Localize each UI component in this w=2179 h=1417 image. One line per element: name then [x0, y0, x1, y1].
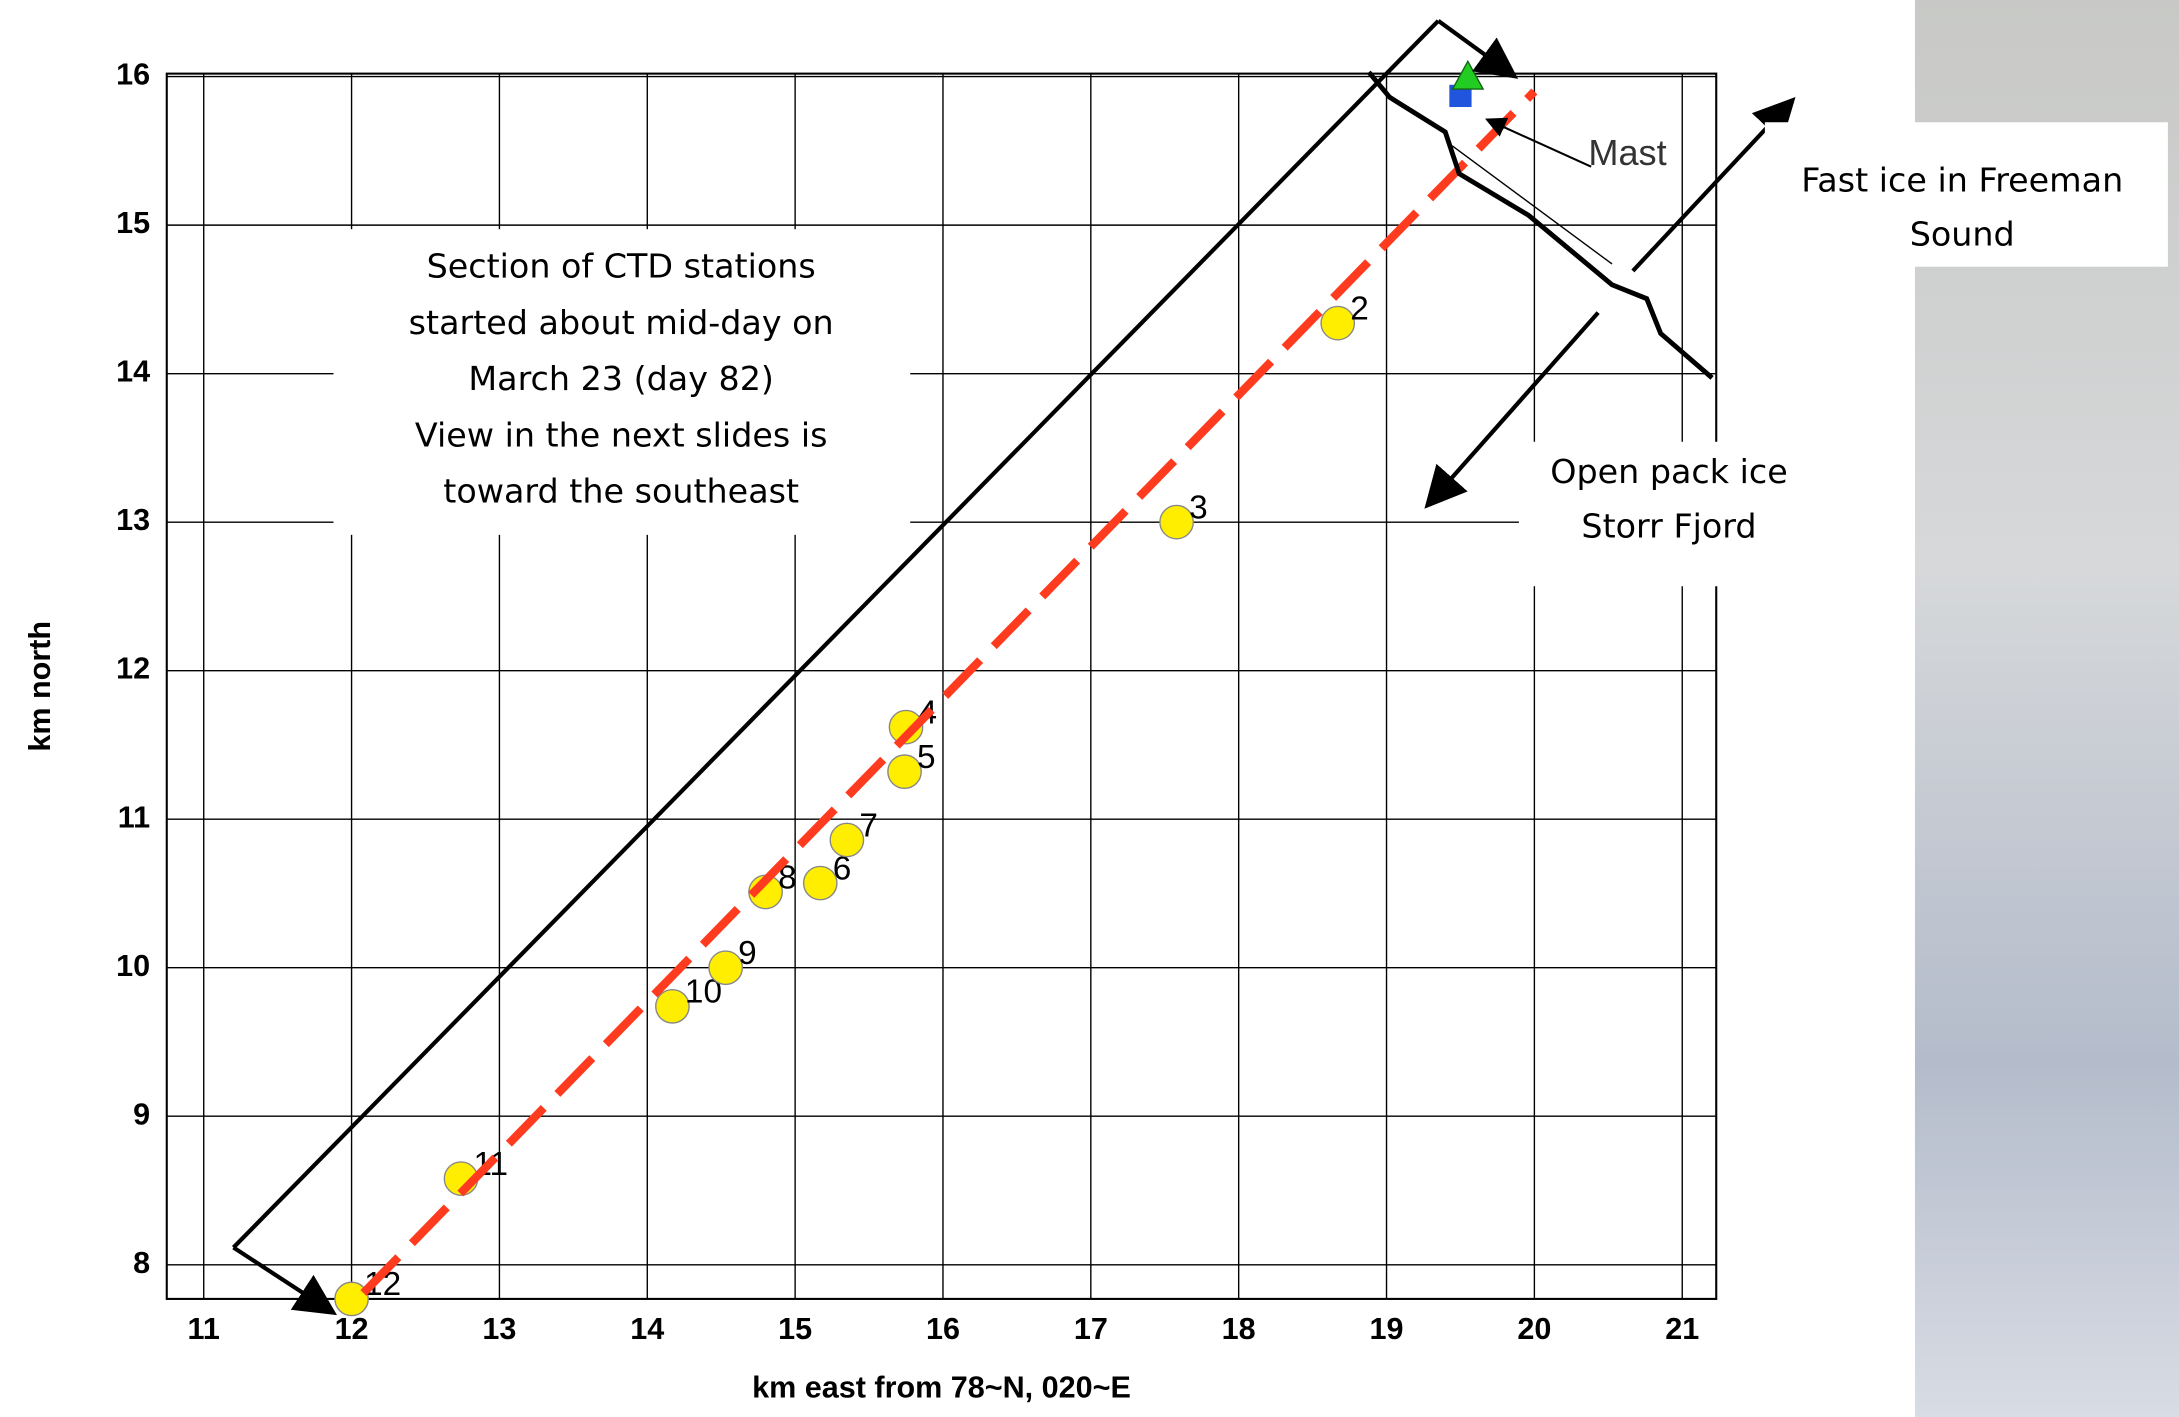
y-tick-label: 9 [133, 1097, 150, 1131]
x-tick-label: 13 [482, 1312, 516, 1346]
open-pack-label: Open pack ice [1550, 452, 1788, 491]
chart: 11 12 13 14 15 16 17 18 19 20 21 8 9 10 11 12 13 14 15 16 km… [0, 0, 2179, 1417]
x-tick-label: 21 [1665, 1312, 1699, 1346]
y-tick-label: 14 [116, 355, 150, 389]
station-label: 5 [917, 739, 936, 776]
y-tick-label: 10 [116, 949, 150, 983]
fast-ice-label: Sound [1910, 215, 2015, 254]
annotation-text: toward the southeast [443, 472, 799, 511]
station-label: 7 [859, 807, 878, 844]
annotation-text: Section of CTD stations [427, 247, 816, 286]
x-tick-label: 16 [926, 1312, 960, 1346]
mast-label: Mast [1588, 132, 1666, 173]
y-tick-label: 16 [116, 58, 150, 92]
y-tick-label: 11 [118, 800, 150, 834]
station-label: 9 [738, 935, 757, 972]
y-tick-label: 8 [133, 1246, 150, 1280]
y-tick-label: 15 [116, 206, 150, 240]
x-tick-label: 18 [1222, 1312, 1256, 1346]
y-tick-label: 12 [116, 652, 150, 686]
annotation-text: View in the next slides is [415, 415, 828, 454]
x-tick-label: 11 [188, 1312, 220, 1346]
y-axis-title: km north [23, 621, 57, 752]
annotation-text: started about mid-day on [409, 303, 834, 342]
x-axis-title: km east from 78~N, 020~E [752, 1370, 1131, 1404]
x-tick-label: 19 [1370, 1312, 1404, 1346]
fast-ice-label: Fast ice in Freeman [1801, 160, 2123, 199]
frame-arrow [1438, 21, 1514, 77]
open-pack-label: Storr Fjord [1581, 506, 1756, 545]
y-tick-label: 13 [116, 503, 150, 537]
x-tick-label: 14 [630, 1312, 664, 1346]
x-tick-label: 20 [1517, 1312, 1551, 1346]
station-label: 3 [1189, 489, 1208, 526]
station-label: 2 [1350, 290, 1369, 327]
annotation-text: March 23 (day 82) [468, 359, 774, 398]
x-tick-label: 17 [1074, 1312, 1108, 1346]
x-tick-label: 12 [335, 1312, 369, 1346]
x-tick-label: 15 [778, 1312, 812, 1346]
